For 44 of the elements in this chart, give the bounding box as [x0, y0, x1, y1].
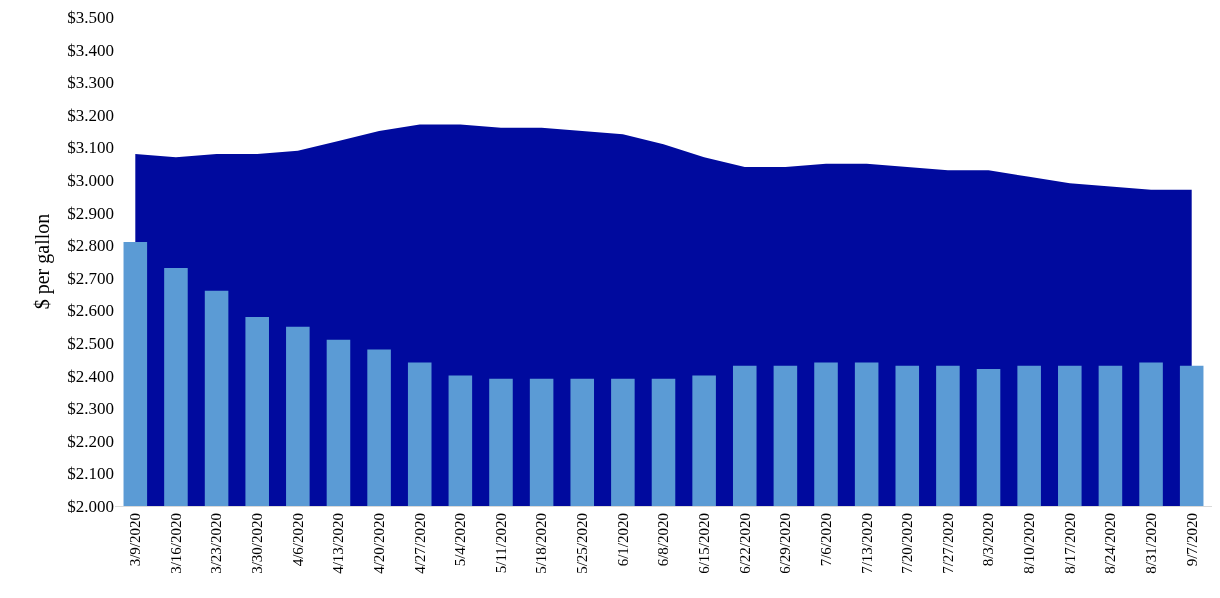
- y-tick-label: $3.000: [67, 170, 114, 190]
- y-tick-label: $3.300: [67, 73, 114, 93]
- x-tick-label: 3/9/2020: [127, 513, 144, 567]
- x-tick-label: 8/24/2020: [1102, 513, 1119, 574]
- y-tick-label: $2.500: [67, 333, 114, 353]
- y-tick-label: $3.500: [67, 7, 114, 27]
- x-tick-label: 5/25/2020: [574, 513, 591, 574]
- y-tick-label: $2.600: [67, 301, 114, 321]
- x-tick-label: 6/15/2020: [696, 513, 713, 574]
- y-tick-label: $3.200: [67, 105, 114, 125]
- y-tick-label: $2.300: [67, 399, 114, 419]
- x-tick-label: 4/20/2020: [370, 513, 387, 574]
- x-tick-label: 4/13/2020: [330, 513, 347, 574]
- x-tick-label: 3/23/2020: [208, 513, 225, 574]
- y-tick-label: $2.800: [67, 236, 114, 256]
- x-tick-label: 8/31/2020: [1142, 513, 1159, 574]
- x-tick-label: 7/20/2020: [899, 513, 916, 574]
- x-tick-label: 5/11/2020: [492, 513, 509, 574]
- x-tick-label: 8/17/2020: [1061, 513, 1078, 574]
- x-tick-label: 6/8/2020: [655, 513, 672, 567]
- y-tick-label: $2.100: [67, 464, 114, 484]
- y-tick-label: $2.200: [67, 431, 114, 451]
- x-tick-label: 7/13/2020: [858, 513, 875, 574]
- x-tick-label: 8/10/2020: [1021, 513, 1038, 574]
- x-tick-label: 5/4/2020: [452, 513, 469, 567]
- x-tick-label: 4/27/2020: [411, 513, 428, 574]
- y-tick-label: $2.000: [67, 496, 114, 516]
- x-tick-label: 9/7/2020: [1183, 513, 1200, 567]
- x-tick-label: 3/30/2020: [249, 513, 266, 574]
- y-tick-label: $2.400: [67, 366, 114, 386]
- y-tick-label: $2.700: [67, 268, 114, 288]
- y-tick-label: $3.100: [67, 138, 114, 158]
- y-tick-label: $2.900: [67, 203, 114, 223]
- y-tick-label: $3.400: [67, 40, 114, 60]
- x-tick-label: 6/29/2020: [777, 513, 794, 574]
- x-tick-label: 5/18/2020: [533, 513, 550, 574]
- x-tick-label: 7/6/2020: [817, 513, 834, 567]
- x-tick-label: 6/22/2020: [736, 513, 753, 574]
- y-axis-title: $ per gallon: [30, 213, 54, 310]
- x-tick-label: 8/3/2020: [980, 513, 997, 567]
- x-tick-label: 6/1/2020: [614, 513, 631, 567]
- x-tick-label: 4/6/2020: [289, 513, 306, 567]
- x-tick-label: 7/27/2020: [939, 513, 956, 574]
- x-tick-label: 3/16/2020: [167, 513, 184, 574]
